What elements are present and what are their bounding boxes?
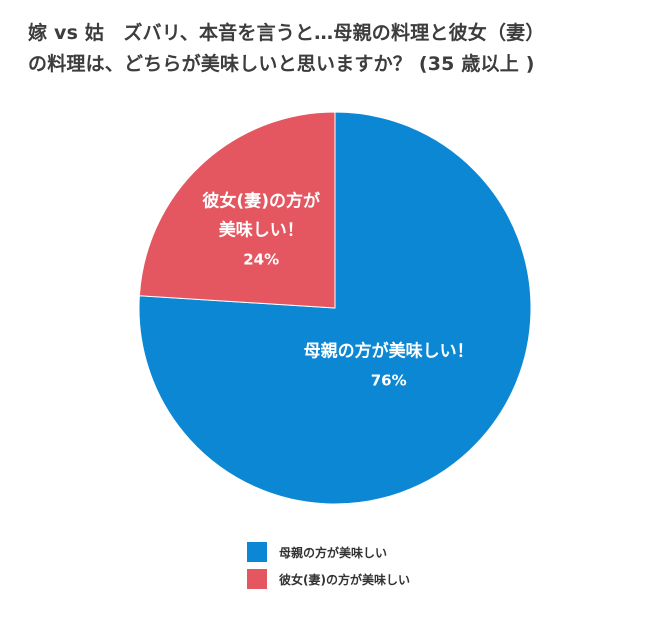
legend-swatch-partner: [247, 569, 267, 589]
chart-legend: 母親の方が美味しい 彼女(妻)の方が美味しい: [247, 542, 410, 596]
pie-slice-mother: [138, 111, 532, 505]
pie-label-partner: 彼女(妻)の方が美味しい！ 24%: [202, 190, 320, 268]
pie-label-text: 母親の方が美味しい！: [304, 341, 474, 362]
pie-label-percent: 76%: [371, 372, 407, 390]
legend-item-partner: 彼女(妻)の方が美味しい: [247, 569, 410, 589]
chart-title-line-1: 嫁 vs 姑 ズバリ、本音を言うと…母親の料理と彼女（妻）: [28, 22, 545, 44]
pie-label-mother: 母親の方が美味しい！ 76%: [304, 341, 474, 390]
chart-title: 嫁 vs 姑 ズバリ、本音を言うと…母親の料理と彼女（妻） の料理は、どちらが美…: [28, 18, 648, 80]
pie-label-text: 美味しい！: [219, 219, 304, 240]
legend-item-mother: 母親の方が美味しい: [247, 542, 410, 562]
pie-slice-partner: [138, 111, 336, 309]
legend-label-mother: 母親の方が美味しい: [279, 545, 388, 560]
pie-label-text: 彼女(妻)の方が: [202, 190, 320, 211]
legend-label-partner: 彼女(妻)の方が美味しい: [279, 572, 410, 587]
legend-swatch-mother: [247, 542, 267, 562]
chart-title-line-2: の料理は、どちらが美味しいと思いますか？ (35 歳以上 ): [28, 53, 535, 75]
pie-label-percent: 24%: [243, 250, 279, 268]
